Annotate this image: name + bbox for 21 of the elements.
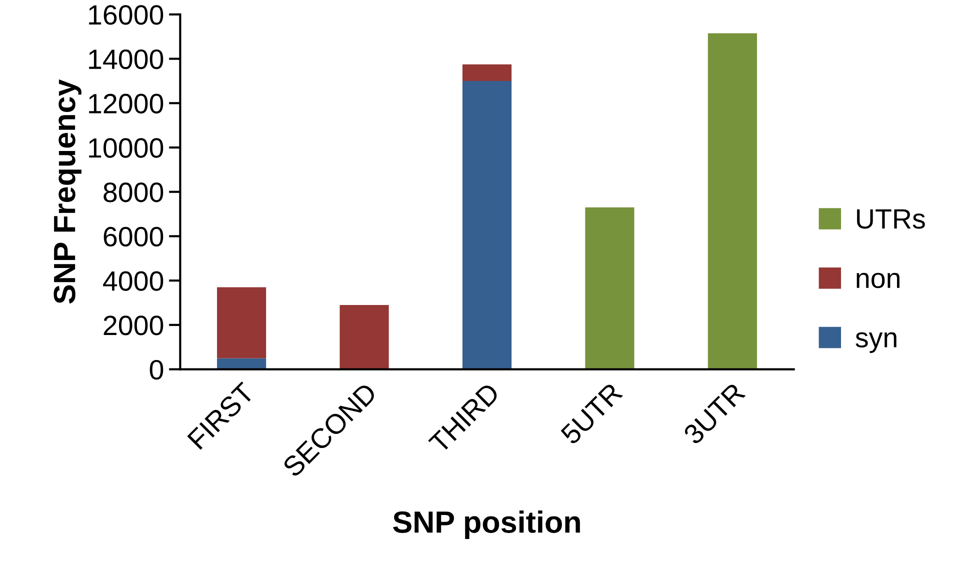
bar	[585, 207, 634, 370]
y-tick-label: 4000	[103, 271, 164, 291]
legend-label: syn	[856, 332, 896, 353]
y-tick-label: 16000	[89, 5, 164, 25]
y-tick-label: 10000	[89, 138, 164, 158]
bar	[708, 33, 757, 370]
y-tick-label: 2000	[104, 316, 164, 336]
x-axis-title: SNP position	[393, 510, 580, 539]
y-tick-label: 0	[150, 360, 164, 380]
bar	[217, 287, 266, 358]
bar	[462, 80, 512, 370]
y-axis-title: SNP Frequency	[54, 79, 82, 304]
y-tick-label: 6000	[104, 226, 164, 247]
bar	[340, 304, 389, 370]
y-tick-label: 12000	[89, 94, 164, 114]
bar	[217, 358, 266, 370]
legend-label: UTRs	[857, 209, 925, 229]
y-tick-label: 14000	[89, 49, 164, 70]
legend-label: non	[856, 272, 900, 288]
bar	[462, 64, 512, 81]
y-tick-label: 8000	[104, 182, 164, 202]
